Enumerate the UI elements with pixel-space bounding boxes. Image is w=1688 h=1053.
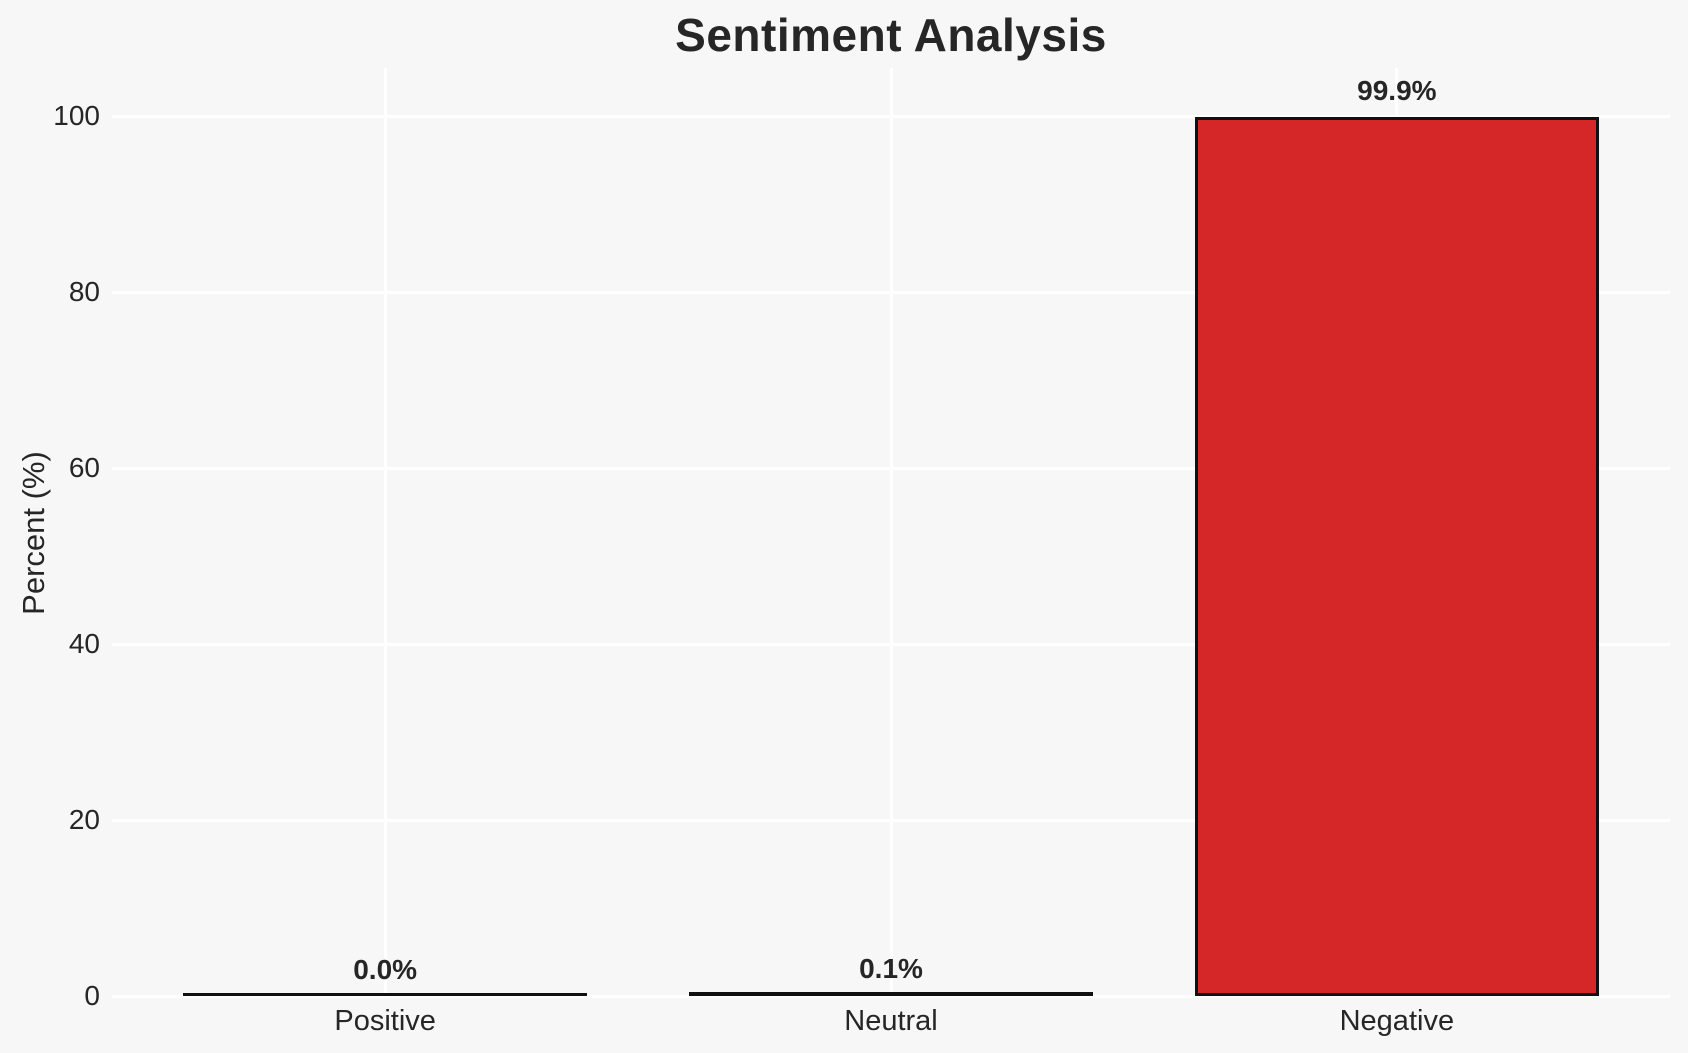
gridline-x-neutral [889,68,893,996]
value-label-positive: 0.0% [353,954,418,985]
value-label-neutral: 0.1% [859,953,923,985]
xtick-label-negative: Negative [1339,1005,1455,1037]
plot-area: 0.0% 0.1% 99.9% [112,68,1670,998]
ytick-label-40: 40 [68,628,100,660]
chart-title: Sentiment Analysis [675,9,1107,61]
gridline-x-positive [383,68,387,996]
ytick-label-60: 60 [68,452,100,484]
bar-negative [1194,117,1600,996]
ytick-label-100: 100 [53,100,100,132]
gridline-y-0 [112,994,1670,998]
ytick-label-20: 20 [68,804,100,836]
xtick-label-neutral: Neutral [844,1005,938,1037]
bar-positive [182,993,588,996]
ytick-label-80: 80 [68,276,100,308]
value-label-negative: 99.9% [1357,75,1437,107]
ytick-label-0: 0 [84,980,100,1011]
xtick-label-positive: Positive [334,1005,436,1037]
bar-neutral [688,992,1094,996]
